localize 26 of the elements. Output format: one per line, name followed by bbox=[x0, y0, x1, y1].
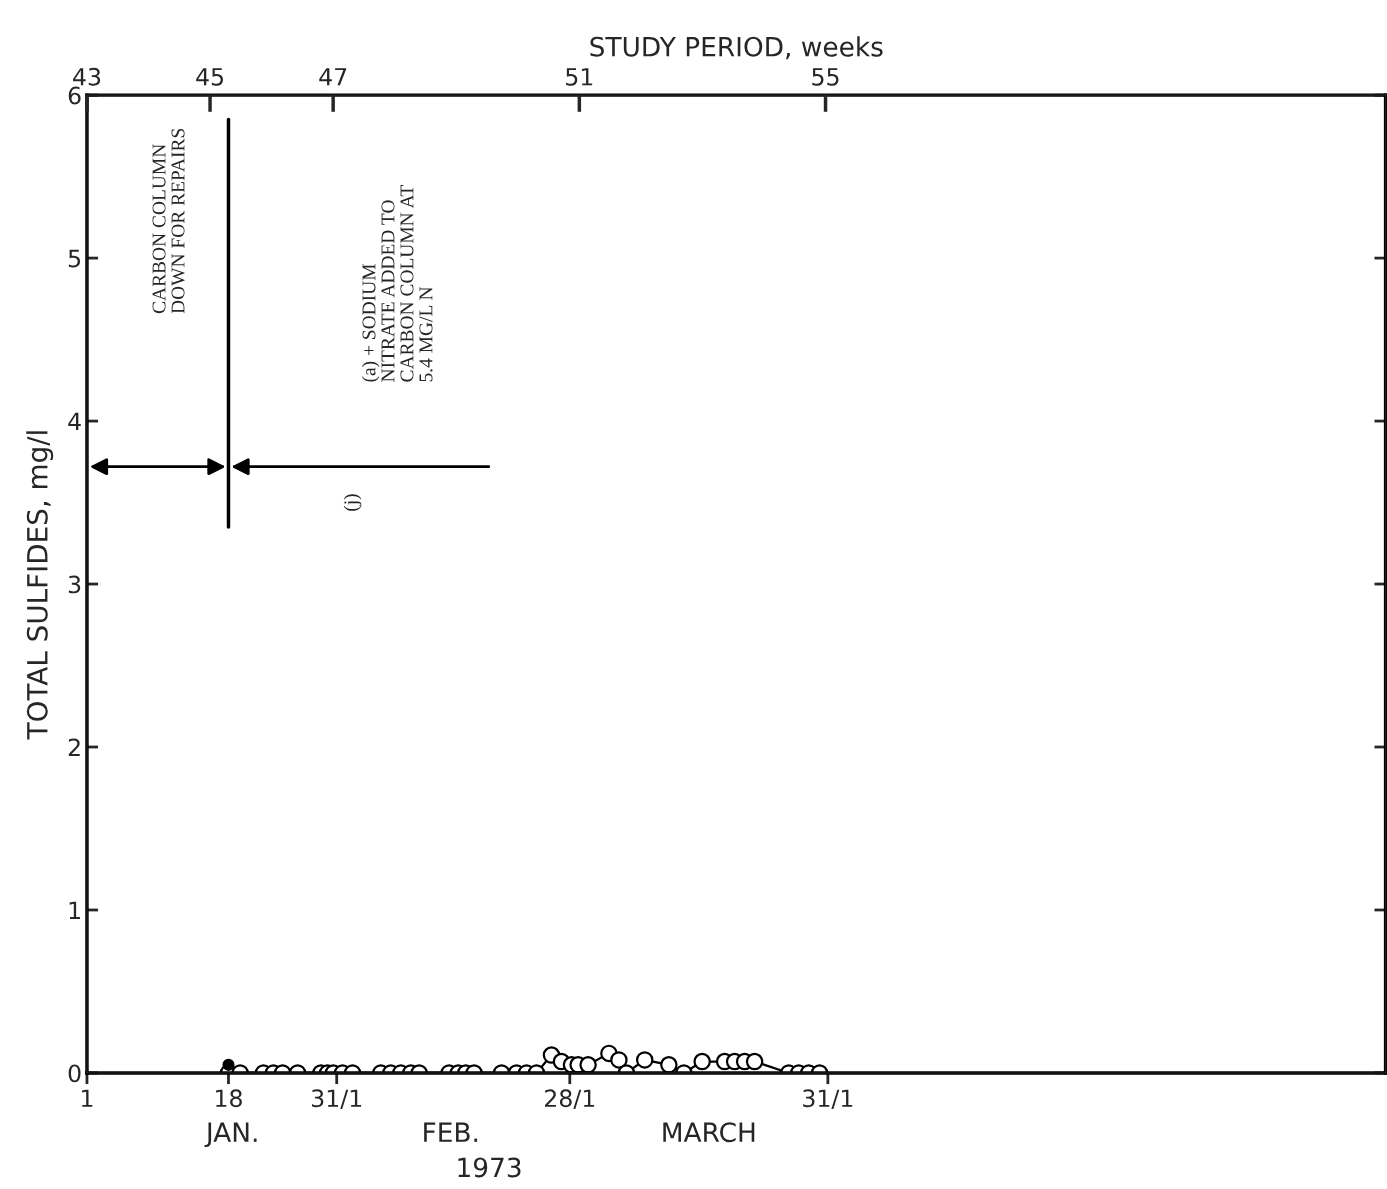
annotation: (j) bbox=[343, 494, 362, 511]
x-tick-label: 31/1 bbox=[803, 1089, 853, 1110]
y-tick-label: 3 bbox=[68, 575, 81, 594]
text: 1973 bbox=[458, 1157, 521, 1178]
x2-tick-label: 43 bbox=[73, 67, 101, 86]
y-tick-label: 1 bbox=[69, 901, 80, 919]
x2-tick-label: 51 bbox=[566, 68, 593, 86]
text: JAN. bbox=[204, 1122, 257, 1148]
x2-tick-label: 47 bbox=[319, 68, 347, 86]
text: FEB. bbox=[424, 1122, 478, 1142]
y-tick-label: 4 bbox=[68, 412, 81, 431]
y-axis-title: TOTAL SULFIDES, mg/l bbox=[26, 431, 54, 740]
text: MARCH bbox=[663, 1122, 755, 1143]
x-tick-label: 31/1 bbox=[311, 1089, 362, 1110]
x-tick-label: 18 bbox=[216, 1089, 242, 1108]
x-tick-label: 1 bbox=[82, 1089, 93, 1107]
annotation: CARBON COLUMN DOWN FOR REPAIRS bbox=[152, 128, 185, 314]
y-tick-label: 5 bbox=[68, 249, 81, 268]
x2-tick-label: 45 bbox=[196, 68, 224, 86]
x2-axis-title: STUDY PERIOD, weeks bbox=[590, 36, 883, 60]
x-tick-label: 28/1 bbox=[545, 1089, 595, 1110]
y-tick-label: 0 bbox=[68, 1064, 81, 1083]
y-tick-label: 2 bbox=[68, 738, 80, 756]
annotation: (a) + SODIUM NITRATE ADDED TO CARBON COLUMN AT 5.4 MG/L N bbox=[361, 185, 433, 382]
y-tick-label: 6 bbox=[68, 86, 81, 105]
x2-tick-label: 55 bbox=[812, 68, 839, 86]
